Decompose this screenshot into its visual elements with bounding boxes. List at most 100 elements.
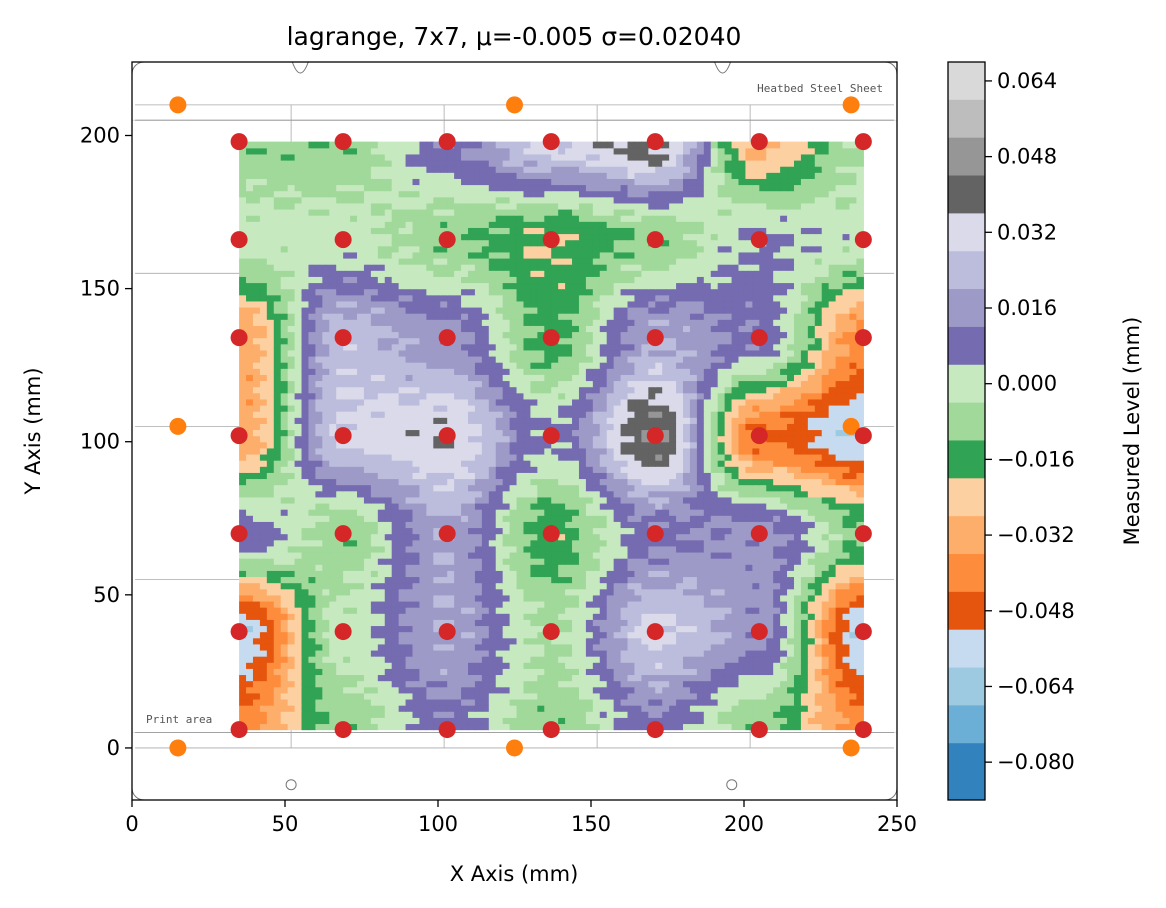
heatmap-cell <box>454 692 462 700</box>
heatmap-cell <box>481 680 490 688</box>
heatmap-cell <box>662 711 670 718</box>
heatmap-cell <box>405 502 414 510</box>
heatmap-cell <box>835 453 844 461</box>
heatmap-cell <box>259 484 268 492</box>
heatmap-cell <box>398 447 407 455</box>
heatmap-cell <box>412 686 421 694</box>
heatmap-cell <box>773 423 781 431</box>
heatmap-cell <box>398 398 407 406</box>
heatmap-cell <box>474 711 483 718</box>
heatmap-cell <box>613 619 622 627</box>
heatmap-cell <box>350 423 358 431</box>
heatmap-cell <box>641 417 649 424</box>
heatmap-cell <box>433 692 441 700</box>
heatmap-cell <box>613 656 622 663</box>
heatmap-cell <box>835 649 844 657</box>
heatmap-cell <box>828 411 837 418</box>
heatmap-cell <box>273 594 282 602</box>
heatmap-cell <box>807 637 816 645</box>
heatmap-cell <box>800 570 809 578</box>
heatmap-cell <box>544 496 552 504</box>
heatmap-cell <box>703 490 712 498</box>
heatmap-cell <box>537 607 545 614</box>
heatmap-cell <box>301 386 310 394</box>
heatmap-cell <box>280 398 289 406</box>
heatmap-cell <box>683 613 691 620</box>
heatmap-cell <box>322 705 330 712</box>
heatmap-cell <box>273 656 282 663</box>
heatmap-cell <box>773 447 781 455</box>
heatmap-cell <box>239 686 247 694</box>
heatmap-cell <box>793 533 802 541</box>
heatmap-cell <box>689 551 698 559</box>
heatmap-cell <box>509 460 518 467</box>
heatmap-cell <box>599 637 608 645</box>
heatmap-cell <box>578 711 587 718</box>
heatmap-cell <box>467 478 476 486</box>
heatmap-cell <box>308 527 316 535</box>
heatmap-cell <box>578 496 587 504</box>
heatmap-cell <box>717 637 726 645</box>
heatmap-cell <box>620 649 629 657</box>
heatmap-cell <box>509 600 518 608</box>
heatmap-cell <box>287 392 296 400</box>
heatmap-cell <box>613 472 622 480</box>
heatmap-cell <box>509 705 518 712</box>
heatmap-cell <box>856 668 864 676</box>
heatmap-cell <box>558 460 566 467</box>
heatmap-cell <box>467 429 476 437</box>
heatmap-cell <box>627 460 636 467</box>
heatmap-cell <box>856 515 864 522</box>
heatmap-cell <box>370 404 379 412</box>
heatmap-cell <box>357 637 365 645</box>
heatmap-cell <box>350 698 358 706</box>
heatmap-cell <box>391 404 400 412</box>
heatmap-cell <box>592 502 601 510</box>
heatmap-cell <box>558 698 566 706</box>
heatmap-cell <box>683 392 691 400</box>
heatmap-cell <box>738 570 747 578</box>
heatmap-cell <box>766 404 774 412</box>
heatmap-cell <box>683 564 691 571</box>
heatmap-cell <box>696 717 705 725</box>
heatmap-cell <box>793 392 802 400</box>
heatmap-cell <box>419 637 427 645</box>
heatmap-cell <box>377 478 386 486</box>
heatmap-cell <box>377 515 386 522</box>
heatmap-cell <box>572 472 580 480</box>
heatmap-cell <box>627 625 636 633</box>
heatmap-cell <box>433 533 441 541</box>
heatmap-cell <box>523 643 532 651</box>
heatmap-cell <box>814 637 823 645</box>
heatmap-cell <box>370 386 379 394</box>
heatmap-cell <box>821 588 830 596</box>
heatmap-cell <box>565 392 573 400</box>
heatmap-cell <box>578 527 587 535</box>
heatmap-cell <box>835 423 844 431</box>
heatmap-cell <box>308 558 316 565</box>
heatmap-cell <box>669 460 677 467</box>
heatmap-cell <box>592 484 601 492</box>
heatmap-cell <box>405 668 414 676</box>
heatmap-cell <box>558 558 566 565</box>
heatmap-cell <box>738 502 747 510</box>
heatmap-cell <box>835 564 844 571</box>
heatmap-cell <box>627 527 636 535</box>
heatmap-cell <box>419 625 427 633</box>
heatmap-cell <box>578 723 587 731</box>
heatmap-cell <box>488 582 497 590</box>
heatmap-cell <box>662 484 670 492</box>
heatmap-cell <box>585 619 594 627</box>
heatmap-cell <box>287 478 296 486</box>
heatmap-cell <box>350 705 358 712</box>
heatmap-cell <box>461 613 469 620</box>
heatmap-cell <box>599 392 608 400</box>
heatmap-cell <box>239 551 247 559</box>
heatmap-cell <box>731 478 740 486</box>
heatmap-cell <box>683 619 691 627</box>
heatmap-cell <box>280 680 289 688</box>
heatmap-cell <box>634 502 642 510</box>
heatmap-cell <box>683 686 691 694</box>
heatmap-cell <box>599 594 608 602</box>
heatmap-cell <box>246 576 254 584</box>
